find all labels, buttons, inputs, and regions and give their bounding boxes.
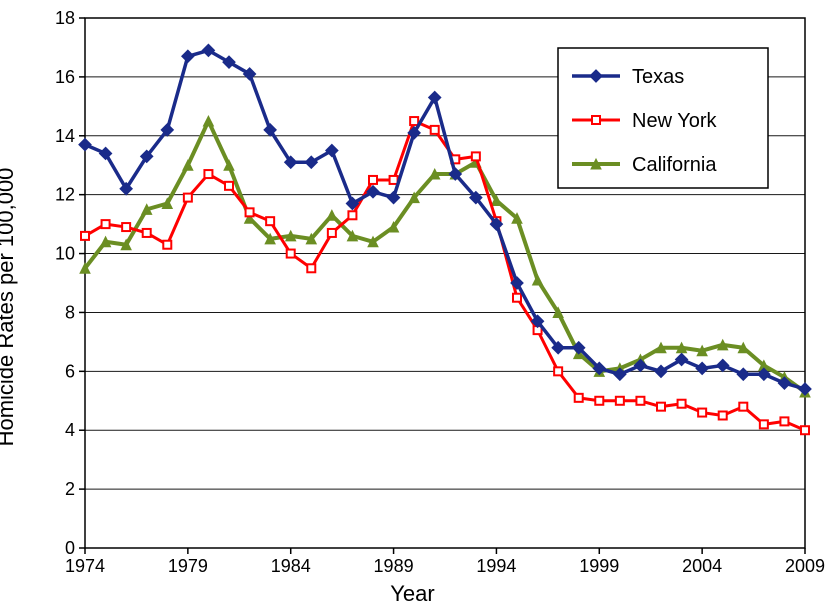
marker-diamond <box>696 362 708 374</box>
marker-square <box>780 417 788 425</box>
xtick-label: 1974 <box>65 556 105 576</box>
ytick-label: 4 <box>65 420 75 440</box>
marker-diamond <box>79 138 91 150</box>
marker-diamond <box>717 359 729 371</box>
marker-square <box>616 397 624 405</box>
marker-square <box>102 220 110 228</box>
marker-square <box>739 403 747 411</box>
marker-square <box>246 208 254 216</box>
marker-diamond <box>737 368 749 380</box>
ytick-label: 6 <box>65 361 75 381</box>
ytick-label: 8 <box>65 302 75 322</box>
marker-square <box>801 426 809 434</box>
marker-square <box>410 117 418 125</box>
chart-svg: 0 2 4 6 8 10 12 14 16 18 1974 1979 1984 1989 1994 1999 2… <box>0 0 825 613</box>
ytick-label: 0 <box>65 538 75 558</box>
marker-square <box>513 294 521 302</box>
marker-square <box>287 250 295 258</box>
marker-square <box>575 394 583 402</box>
marker-square <box>307 264 315 272</box>
marker-square <box>328 229 336 237</box>
ytick-label: 12 <box>55 185 75 205</box>
legend-label: Texas <box>632 66 684 88</box>
xtick-label: 1984 <box>271 556 311 576</box>
y-axis-label: Homicide Rates per 100,000 <box>0 167 19 446</box>
marker-square <box>678 400 686 408</box>
marker-square <box>595 397 603 405</box>
marker-square <box>592 116 600 124</box>
marker-diamond <box>799 383 811 395</box>
marker-square <box>81 232 89 240</box>
marker-triangle <box>327 210 337 220</box>
x-axis-label: Year <box>390 581 434 607</box>
marker-square <box>369 176 377 184</box>
marker-square <box>554 367 562 375</box>
legend-label: California <box>632 154 717 176</box>
xtick-label: 1989 <box>374 556 414 576</box>
ytick-label: 18 <box>55 8 75 28</box>
marker-square <box>431 126 439 134</box>
legend-label: New York <box>632 110 717 132</box>
marker-square <box>719 412 727 420</box>
marker-square <box>390 176 398 184</box>
marker-square <box>760 420 768 428</box>
xtick-label: 1994 <box>476 556 516 576</box>
marker-diamond <box>182 50 194 62</box>
ytick-label: 10 <box>55 244 75 264</box>
marker-square <box>636 397 644 405</box>
marker-diamond <box>387 191 399 203</box>
marker-square <box>143 229 151 237</box>
marker-square <box>266 217 274 225</box>
ytick-label: 16 <box>55 67 75 87</box>
ytick-label: 2 <box>65 479 75 499</box>
marker-triangle <box>203 116 213 126</box>
ytick-label: 14 <box>55 126 75 146</box>
marker-square <box>204 170 212 178</box>
xtick-label: 1979 <box>168 556 208 576</box>
marker-square <box>122 223 130 231</box>
marker-triangle <box>533 275 543 285</box>
xtick-label: 1999 <box>579 556 619 576</box>
marker-square <box>348 211 356 219</box>
marker-square <box>225 182 233 190</box>
marker-square <box>698 409 706 417</box>
xtick-label: 2004 <box>682 556 722 576</box>
marker-square <box>472 152 480 160</box>
marker-square <box>657 403 665 411</box>
xtick-label: 2009 <box>785 556 825 576</box>
line-chart: Homicide Rates per 100,000 Year 0 2 4 6 8 10 1… <box>0 0 825 613</box>
marker-square <box>163 241 171 249</box>
marker-square <box>184 194 192 202</box>
